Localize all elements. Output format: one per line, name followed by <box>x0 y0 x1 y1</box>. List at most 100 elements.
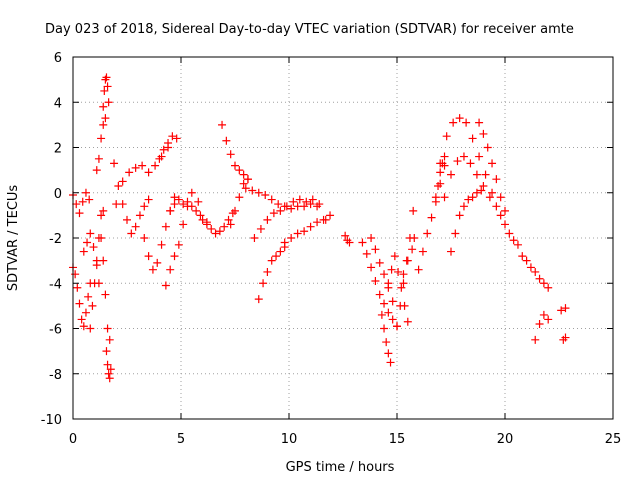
data-point <box>488 159 497 168</box>
data-point <box>241 184 250 193</box>
data-point <box>202 220 211 229</box>
data-point <box>83 238 92 247</box>
data-point <box>393 322 401 331</box>
data-point <box>97 234 106 242</box>
data-point <box>403 317 412 326</box>
series-arc-18 <box>241 184 322 213</box>
data-point <box>259 279 268 288</box>
data-point <box>92 166 101 175</box>
data-point <box>447 170 455 179</box>
data-point <box>531 267 540 276</box>
data-point <box>81 188 90 197</box>
data-point <box>174 240 183 249</box>
data-point <box>557 306 566 315</box>
series-arc-29 <box>414 161 449 274</box>
data-point <box>159 145 168 154</box>
series-arc-15 <box>202 209 237 238</box>
data-point <box>263 267 272 276</box>
data-point <box>380 299 389 308</box>
data-point <box>226 150 235 159</box>
data-point <box>194 197 203 206</box>
data-point <box>455 211 464 220</box>
data-point <box>475 152 484 161</box>
axis-ticks: 0 5 10 15 20 25 -10 -8 -6 -4 -2 0 2 4 6 <box>41 51 622 447</box>
data-point <box>94 154 103 163</box>
series-arc-39 <box>559 333 570 344</box>
x-axis-label: GPS time / hours <box>286 460 395 475</box>
series-arc-32 <box>440 152 501 211</box>
data-point <box>224 215 233 224</box>
data-point <box>211 229 220 238</box>
data-point <box>127 229 136 238</box>
data-point <box>313 218 322 227</box>
y-tick-label: -2 <box>49 232 62 247</box>
data-point <box>226 220 235 229</box>
data-point <box>144 195 153 204</box>
data-point <box>526 263 535 272</box>
series-arc-11 <box>140 193 179 274</box>
data-point <box>451 229 460 238</box>
data-point <box>78 197 87 206</box>
data-point <box>123 215 131 224</box>
data-point <box>168 132 177 141</box>
data-point <box>464 195 473 204</box>
data-point <box>531 335 540 344</box>
data-point <box>447 247 455 256</box>
data-point <box>112 200 121 209</box>
data-point <box>75 209 84 218</box>
data-point <box>187 188 196 197</box>
data-point <box>73 283 82 292</box>
data-point <box>103 82 112 91</box>
data-point <box>276 247 285 256</box>
data-point <box>103 360 112 369</box>
data-point <box>440 152 449 161</box>
data-point <box>306 200 315 209</box>
series-arc-01 <box>69 263 95 331</box>
data-point <box>86 229 95 238</box>
data-point <box>100 86 109 95</box>
data-point <box>276 206 285 215</box>
data-point <box>101 290 110 299</box>
data-point <box>77 315 86 324</box>
data-point <box>302 197 311 206</box>
data-point <box>449 118 458 127</box>
data-point <box>140 234 149 242</box>
data-point <box>409 206 418 215</box>
data-point <box>192 206 201 215</box>
data-point <box>235 166 244 175</box>
data-point <box>75 299 84 308</box>
series-arc-17 <box>226 175 252 229</box>
data-point <box>371 245 380 254</box>
data-point <box>377 310 386 319</box>
data-point <box>375 258 384 267</box>
data-point <box>71 270 80 279</box>
data-point <box>367 263 376 272</box>
series-arc-14 <box>155 132 181 163</box>
data-point <box>161 281 170 290</box>
y-tick-label: -4 <box>49 277 62 292</box>
data-point <box>396 301 405 310</box>
data-point <box>170 193 179 202</box>
data-point <box>170 252 179 261</box>
y-tick-label: 6 <box>54 51 62 66</box>
series-arc-07 <box>99 73 113 111</box>
series-arc-31 <box>436 114 497 197</box>
series-arc-35 <box>496 211 522 249</box>
data-point <box>166 206 175 215</box>
y-tick-label: 2 <box>54 142 62 157</box>
data-point <box>315 200 324 209</box>
data-point <box>231 161 239 170</box>
data-point <box>261 191 270 200</box>
x-tick-label: 5 <box>177 432 185 447</box>
data-point <box>218 120 227 129</box>
data-point <box>485 193 494 202</box>
data-point <box>475 118 484 127</box>
series-arc-03 <box>79 229 103 288</box>
data-point <box>248 186 257 195</box>
data-point <box>300 227 309 236</box>
data-point <box>387 265 396 274</box>
data-point <box>263 215 272 224</box>
data-point <box>390 252 399 261</box>
data-point <box>399 279 408 288</box>
